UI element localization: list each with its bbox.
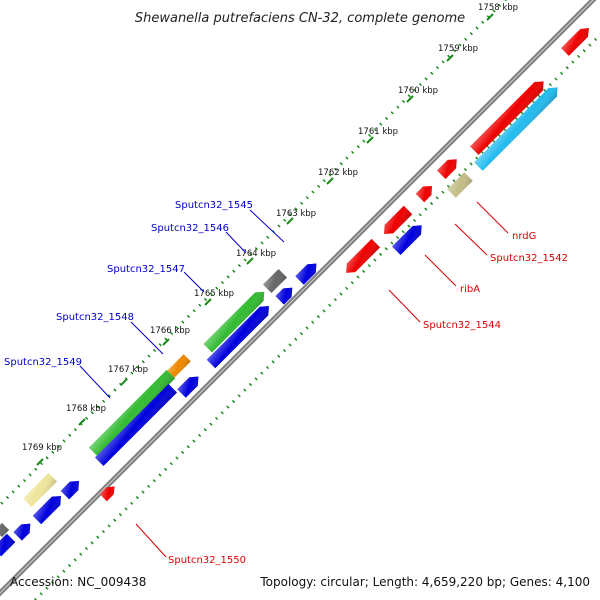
gene-red [436, 159, 457, 180]
major-tick [446, 54, 454, 62]
gene-blue [275, 287, 293, 305]
gene-label-sputcn32-1542: Sputcn32_1542 [490, 253, 568, 264]
callout-line-riba [424, 254, 457, 287]
tick-labels: 1758 kbp 1759 kbp 1760 kbp 1761 kbp 1762… [22, 3, 518, 453]
major-tick [326, 177, 334, 185]
tick-label-1762: 1762 kbp [318, 168, 358, 178]
tick-label-1769: 1769 kbp [22, 443, 62, 453]
genome-summary: Topology: circular; Length: 4,659,220 bp… [259, 575, 590, 589]
callout-line-1542 [454, 223, 488, 256]
tick-guide-inner [33, 32, 600, 600]
gene-track [0, 27, 590, 557]
callout-line-1547 [183, 271, 205, 293]
map-title: Shewanella putrefaciens CN-32, complete … [135, 11, 465, 26]
callout-line-nrdg [476, 201, 509, 234]
major-tick [286, 217, 294, 225]
gene-blue [177, 376, 199, 398]
gene-label-sputcn32-1546: Sputcn32_1546 [151, 223, 229, 234]
gene-labels: Sputcn32_1545 Sputcn32_1546 Sputcn32_154… [4, 200, 568, 566]
gene-khaki [447, 172, 473, 198]
tick-label-1764: 1764 kbp [236, 249, 276, 259]
gene-blue [94, 383, 178, 467]
gene-label-sputcn32-1544: Sputcn32_1544 [423, 320, 501, 331]
gene-label-sputcn32-1549: Sputcn32_1549 [4, 357, 82, 368]
gene-lightkhaki [23, 473, 57, 507]
major-tick [78, 418, 86, 426]
gene-green [203, 291, 265, 353]
callout-line-1548 [130, 321, 164, 355]
gene-label-sputcn32-1548: Sputcn32_1548 [56, 312, 134, 323]
gene-label-sputcn32-1547: Sputcn32_1547 [107, 264, 185, 275]
gene-blue [60, 480, 80, 500]
gene-blue [13, 523, 31, 541]
callout-line-1545 [249, 209, 285, 243]
gene-gray [0, 522, 10, 538]
callout-line-1550 [135, 523, 167, 558]
gene-red [561, 27, 590, 56]
gene-green [88, 369, 176, 457]
callout-line-1549 [79, 365, 111, 399]
gene-red [346, 238, 381, 273]
callout-line-1546 [225, 231, 247, 254]
tick-label-1758: 1758 kbp [478, 3, 518, 13]
major-tick [162, 338, 170, 346]
gene-red [415, 185, 433, 203]
tick-label-1759: 1759 kbp [438, 44, 478, 54]
gene-orange [165, 354, 191, 380]
major-tick [204, 298, 212, 306]
tick-label-1768: 1768 kbp [66, 404, 106, 414]
gene-label-riba: ribA [460, 284, 480, 295]
tick-label-1763: 1763 kbp [276, 209, 316, 219]
gene-label-sputcn32-1545: Sputcn32_1545 [175, 200, 253, 211]
gene-blue [295, 263, 317, 285]
gene-blue [392, 225, 422, 255]
gene-gray [262, 268, 288, 294]
gene-blue [0, 533, 16, 557]
gene-red [99, 486, 115, 502]
gene-cyan [474, 87, 558, 171]
major-tick [366, 136, 374, 144]
gene-label-sputcn32-1550: Sputcn32_1550 [168, 555, 246, 566]
gene-blue [32, 495, 62, 525]
gene-blue [206, 306, 269, 369]
callout-lines [79, 201, 509, 558]
gene-red [470, 81, 544, 155]
gene-red [383, 205, 413, 235]
callout-line-1544 [388, 289, 421, 323]
major-tick [36, 458, 44, 466]
major-tick [120, 378, 128, 386]
tick-label-1761: 1761 kbp [358, 127, 398, 137]
tick-label-1766: 1766 kbp [150, 326, 190, 336]
major-tick [406, 95, 414, 103]
tick-label-1767: 1767 kbp [108, 365, 148, 375]
tick-label-1760: 1760 kbp [398, 86, 438, 96]
gene-label-nrdg: nrdG [512, 231, 536, 242]
major-tick [246, 257, 254, 265]
accession-label: Accession: NC_009438 [10, 575, 146, 589]
tick-label-1765: 1765 kbp [194, 289, 234, 299]
major-tick [486, 13, 494, 21]
